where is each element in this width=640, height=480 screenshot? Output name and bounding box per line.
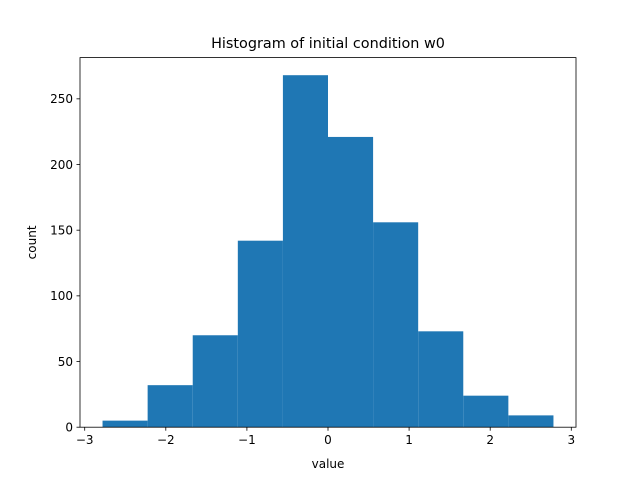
x-axis-label: value xyxy=(312,457,345,471)
y-tick-label: 50 xyxy=(58,355,73,369)
histogram-bar xyxy=(373,222,419,428)
x-tick-label: 3 xyxy=(567,433,575,447)
x-tick-label: −3 xyxy=(76,433,94,447)
y-tick-label: 0 xyxy=(65,421,73,435)
y-axis-label: count xyxy=(25,225,39,259)
x-tick-label: 2 xyxy=(486,433,494,447)
bars-group xyxy=(102,75,554,428)
y-tick-label: 100 xyxy=(50,289,73,303)
histogram-bar xyxy=(282,75,328,428)
y-axis-ticks: 0 50 100 150 200 250 xyxy=(50,92,80,435)
histogram-bar xyxy=(463,395,509,428)
y-tick-label: 150 xyxy=(50,223,73,237)
histogram-bar xyxy=(418,331,464,428)
histogram-bar xyxy=(508,415,554,428)
histogram-bar xyxy=(147,385,193,428)
y-tick-label: 250 xyxy=(50,92,73,106)
x-tick-label: −2 xyxy=(157,433,175,447)
x-tick-label: 1 xyxy=(405,433,413,447)
histogram-bar xyxy=(102,420,148,428)
histogram-bar xyxy=(237,240,283,428)
x-axis-ticks: −3 −2 −1 0 1 2 3 xyxy=(76,427,575,447)
histogram-bar xyxy=(328,136,374,428)
y-tick-label: 200 xyxy=(50,158,73,172)
chart-title: Histogram of initial condition w0 xyxy=(211,36,445,52)
x-tick-label: −1 xyxy=(238,433,256,447)
x-tick-label: 0 xyxy=(324,433,332,447)
histogram-bar xyxy=(192,335,238,428)
